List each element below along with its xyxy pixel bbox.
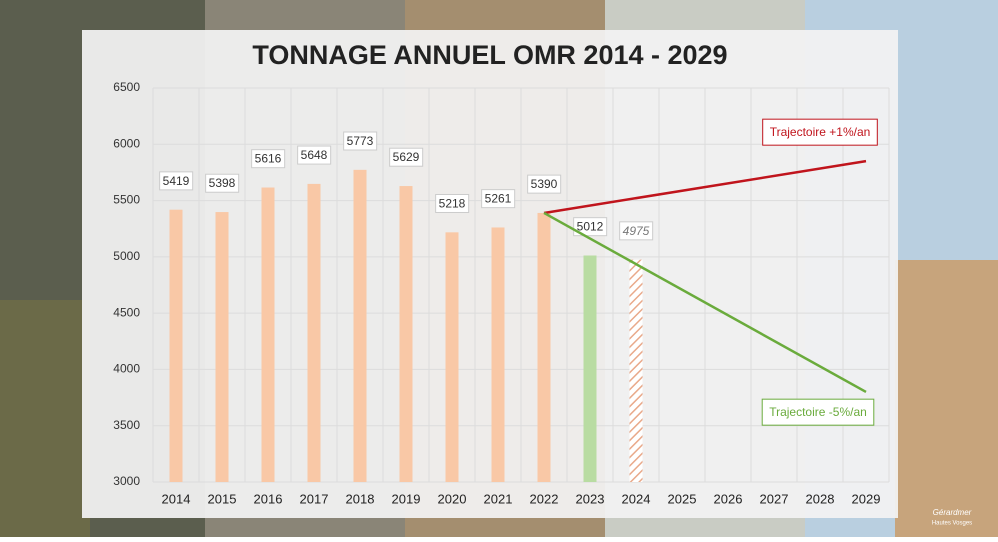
bar — [584, 256, 597, 482]
x-tick-label: 2022 — [530, 491, 559, 506]
x-tick-label: 2018 — [346, 491, 375, 506]
x-tick-label: 2016 — [254, 491, 283, 506]
legend-label: Trajectoire +1%/an — [770, 125, 871, 139]
data-label: 5398 — [209, 176, 236, 190]
y-tick-label: 3500 — [113, 418, 140, 432]
chart-panel — [82, 30, 898, 518]
x-tick-label: 2028 — [806, 491, 835, 506]
data-label: 5012 — [577, 220, 604, 234]
x-tick-label: 2024 — [622, 491, 651, 506]
data-label: 5218 — [439, 196, 466, 210]
bar — [354, 170, 367, 482]
logo-text: Gérardmer — [933, 508, 972, 517]
y-tick-label: 3000 — [113, 474, 140, 488]
bar — [630, 260, 643, 482]
x-tick-label: 2014 — [162, 491, 191, 506]
chart: TONNAGE ANNUEL OMR 2014 - 2029 Gérardmer… — [0, 0, 998, 537]
y-tick-label: 6500 — [113, 80, 140, 94]
y-tick-label: 6000 — [113, 136, 140, 150]
bar — [400, 186, 413, 482]
bar — [446, 232, 459, 482]
data-label: 5419 — [163, 174, 190, 188]
data-label: 5390 — [531, 177, 558, 191]
bar — [538, 213, 551, 482]
y-tick-label: 5000 — [113, 249, 140, 263]
data-label: 5261 — [485, 192, 512, 206]
data-label: 5773 — [347, 134, 374, 148]
x-tick-label: 2020 — [438, 491, 467, 506]
x-tick-label: 2021 — [484, 491, 513, 506]
bar — [308, 184, 321, 482]
chart-title: TONNAGE ANNUEL OMR 2014 - 2029 — [252, 40, 727, 70]
y-tick-label: 4000 — [113, 362, 140, 376]
legend-label: Trajectoire -5%/an — [769, 405, 867, 419]
y-tick-label: 4500 — [113, 305, 140, 319]
x-tick-label: 2015 — [208, 491, 237, 506]
x-tick-label: 2019 — [392, 491, 421, 506]
data-label: 5629 — [393, 150, 420, 164]
x-tick-label: 2025 — [668, 491, 697, 506]
x-tick-label: 2027 — [760, 491, 789, 506]
bar — [262, 188, 275, 482]
x-tick-label: 2029 — [852, 491, 881, 506]
x-tick-label: 2023 — [576, 491, 605, 506]
x-tick-label: 2026 — [714, 491, 743, 506]
data-label: 4975 — [623, 224, 650, 238]
x-tick-label: 2017 — [300, 491, 329, 506]
bar — [492, 227, 505, 482]
data-label: 5616 — [255, 152, 282, 166]
bar — [170, 210, 183, 482]
y-tick-label: 5500 — [113, 193, 140, 207]
data-label: 5648 — [301, 148, 328, 162]
logo-text: Hautes Vosges — [932, 521, 972, 527]
bar — [216, 212, 229, 482]
